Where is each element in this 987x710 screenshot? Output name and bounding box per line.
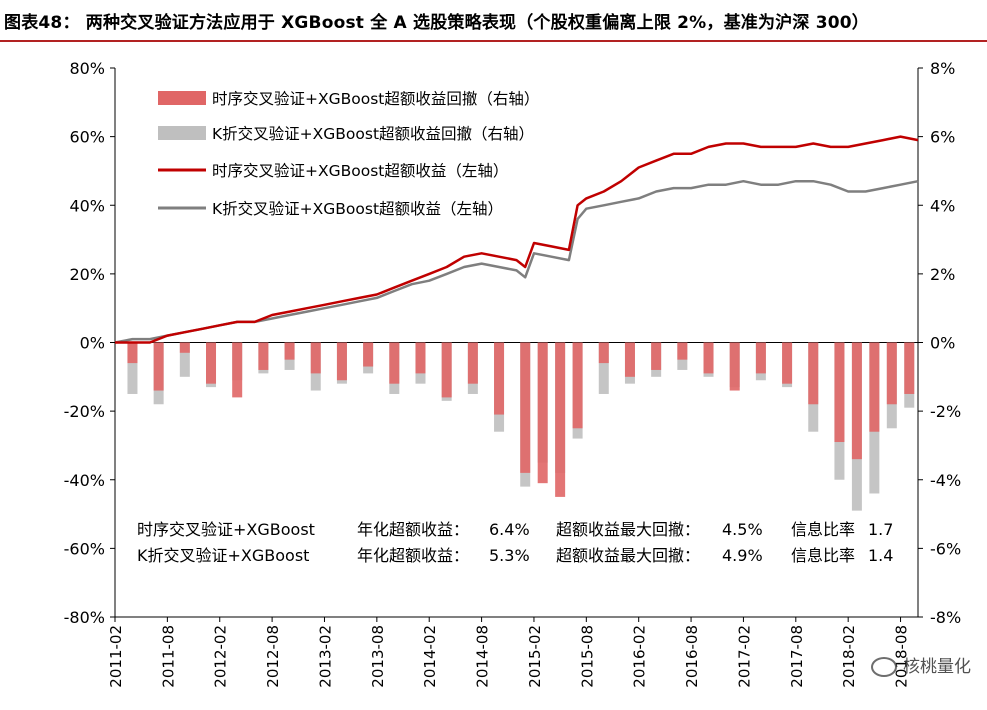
annotation-ann-label: 年化超额收益：: [357, 520, 469, 539]
ts-drawdown-bar: [232, 342, 243, 398]
x-tick-label: 2016-02: [631, 625, 649, 688]
legend-swatch-bar: [158, 91, 206, 105]
x-tick-label: 2013-08: [369, 625, 387, 688]
annotation-ann-value: 5.3%: [489, 546, 530, 565]
annotation-ir-label: 信息比率: [791, 520, 855, 539]
ts-drawdown-bar: [127, 342, 138, 364]
ts-drawdown-bar: [363, 342, 374, 367]
ts-drawdown-bar: [520, 342, 531, 473]
x-tick-label: 2017-08: [788, 625, 806, 688]
left-tick-label: -80%: [64, 608, 105, 627]
ts-drawdown-bar: [651, 342, 662, 370]
kfold-drawdown-bar: [127, 342, 138, 394]
annotation-mdd-label: 超额收益最大回撤：: [556, 546, 700, 565]
ts-drawdown-bar: [598, 342, 609, 364]
left-tick-label: -40%: [64, 471, 105, 490]
right-tick-label: 4%: [930, 196, 955, 215]
ts-drawdown-bar: [782, 342, 793, 384]
annotation-ir-value: 1.4: [868, 546, 893, 565]
legend-swatch-bar: [158, 126, 206, 140]
x-tick-label: 2017-02: [735, 625, 753, 688]
ts-drawdown-bar: [572, 342, 583, 429]
ts-drawdown-bar: [153, 342, 164, 391]
ts-excess-return-line: [115, 135, 919, 344]
annotation-mdd-value: 4.9%: [722, 546, 763, 565]
annotation-strategy: K折交叉验证+XGBoost: [137, 546, 309, 565]
watermark: 核桃量化: [871, 652, 971, 677]
title-bar: 图表48： 两种交叉验证方法应用于 XGBoost 全 A 选股策略表现（个股权…: [0, 0, 987, 42]
ts-drawdown-bar: [703, 342, 714, 374]
right-tick-label: 8%: [930, 59, 955, 78]
annotation-mdd-label: 超额收益最大回撤：: [556, 520, 700, 539]
figure-title: 图表48： 两种交叉验证方法应用于 XGBoost 全 A 选股策略表现（个股权…: [4, 13, 870, 33]
legend-label: K折交叉验证+XGBoost超额收益（左轴）: [212, 200, 503, 218]
left-tick-label: -60%: [64, 539, 105, 558]
ts-drawdown-bar: [415, 342, 426, 374]
ts-drawdown-bar: [677, 342, 688, 360]
x-tick-label: 2011-08: [159, 625, 177, 688]
x-tick-label: 2016-08: [683, 625, 701, 688]
ts-drawdown-bar: [886, 342, 897, 405]
left-tick-label: 60%: [69, 128, 105, 147]
ts-drawdown-bar: [389, 342, 400, 384]
x-tick-label: 2018-02: [840, 625, 858, 688]
right-tick-label: -8%: [930, 608, 961, 627]
right-tick-label: -2%: [930, 402, 961, 421]
annotation-ir-value: 1.7: [868, 520, 893, 539]
ts-drawdown-bar: [624, 342, 635, 377]
wechat-icon: [871, 657, 897, 677]
ts-drawdown-bar: [755, 342, 766, 374]
ts-drawdown-bar: [310, 342, 321, 374]
left-tick-label: 20%: [69, 265, 105, 284]
ts-drawdown-bar: [441, 342, 452, 398]
right-tick-label: -4%: [930, 471, 961, 490]
ts-drawdown-bar: [336, 342, 347, 381]
x-tick-label: 2012-02: [212, 625, 230, 688]
ts-drawdown-bar: [258, 342, 269, 370]
ts-drawdown-bar: [851, 342, 862, 460]
x-tick-label: 2018-08: [893, 625, 911, 688]
kfold-drawdown-bar: [598, 342, 609, 394]
left-tick-label: 40%: [69, 196, 105, 215]
ts-drawdown-bar: [467, 342, 478, 384]
ts-drawdown-bar: [494, 342, 505, 415]
x-tick-label: 2011-02: [107, 625, 125, 688]
x-tick-label: 2014-08: [474, 625, 492, 688]
annotation-ann-label: 年化超额收益：: [357, 546, 469, 565]
x-tick-label: 2014-02: [421, 625, 439, 688]
right-tick-label: 6%: [930, 128, 955, 147]
right-tick-label: 2%: [930, 265, 955, 284]
annotation-mdd-value: 4.5%: [722, 520, 763, 539]
ts-drawdown-bar: [729, 342, 740, 391]
left-tick-label: -20%: [64, 402, 105, 421]
x-tick-label: 2012-08: [264, 625, 282, 688]
ts-drawdown-bar: [869, 342, 880, 432]
kfold-drawdown-bar: [179, 342, 190, 377]
ts-drawdown-bar: [555, 342, 566, 497]
ts-drawdown-bar: [808, 342, 819, 405]
annotation-ir-label: 信息比率: [791, 546, 855, 565]
ts-drawdown-bar: [537, 342, 548, 484]
legend-label: 时序交叉验证+XGBoost超额收益回撤（右轴）: [212, 90, 539, 108]
x-tick-label: 2015-02: [526, 625, 544, 688]
ts-drawdown-bar: [179, 342, 190, 353]
left-tick-label: 0%: [80, 334, 105, 353]
ts-drawdown-bar: [904, 342, 915, 394]
ts-drawdown-bar: [206, 342, 217, 384]
ts-drawdown-bar: [834, 342, 845, 443]
x-tick-label: 2015-08: [578, 625, 596, 688]
legend-label: K折交叉验证+XGBoost超额收益回撤（右轴）: [212, 125, 534, 143]
right-tick-label: -6%: [930, 539, 961, 558]
legend-label: 时序交叉验证+XGBoost超额收益（左轴）: [212, 162, 508, 180]
left-tick-label: 80%: [69, 59, 105, 78]
x-tick-label: 2013-02: [316, 625, 334, 688]
right-tick-label: 0%: [930, 334, 955, 353]
ts-drawdown-bar: [284, 342, 295, 360]
annotation-ann-value: 6.4%: [489, 520, 530, 539]
annotation-strategy: 时序交叉验证+XGBoost: [137, 520, 315, 539]
watermark-text: 核桃量化: [903, 657, 971, 677]
